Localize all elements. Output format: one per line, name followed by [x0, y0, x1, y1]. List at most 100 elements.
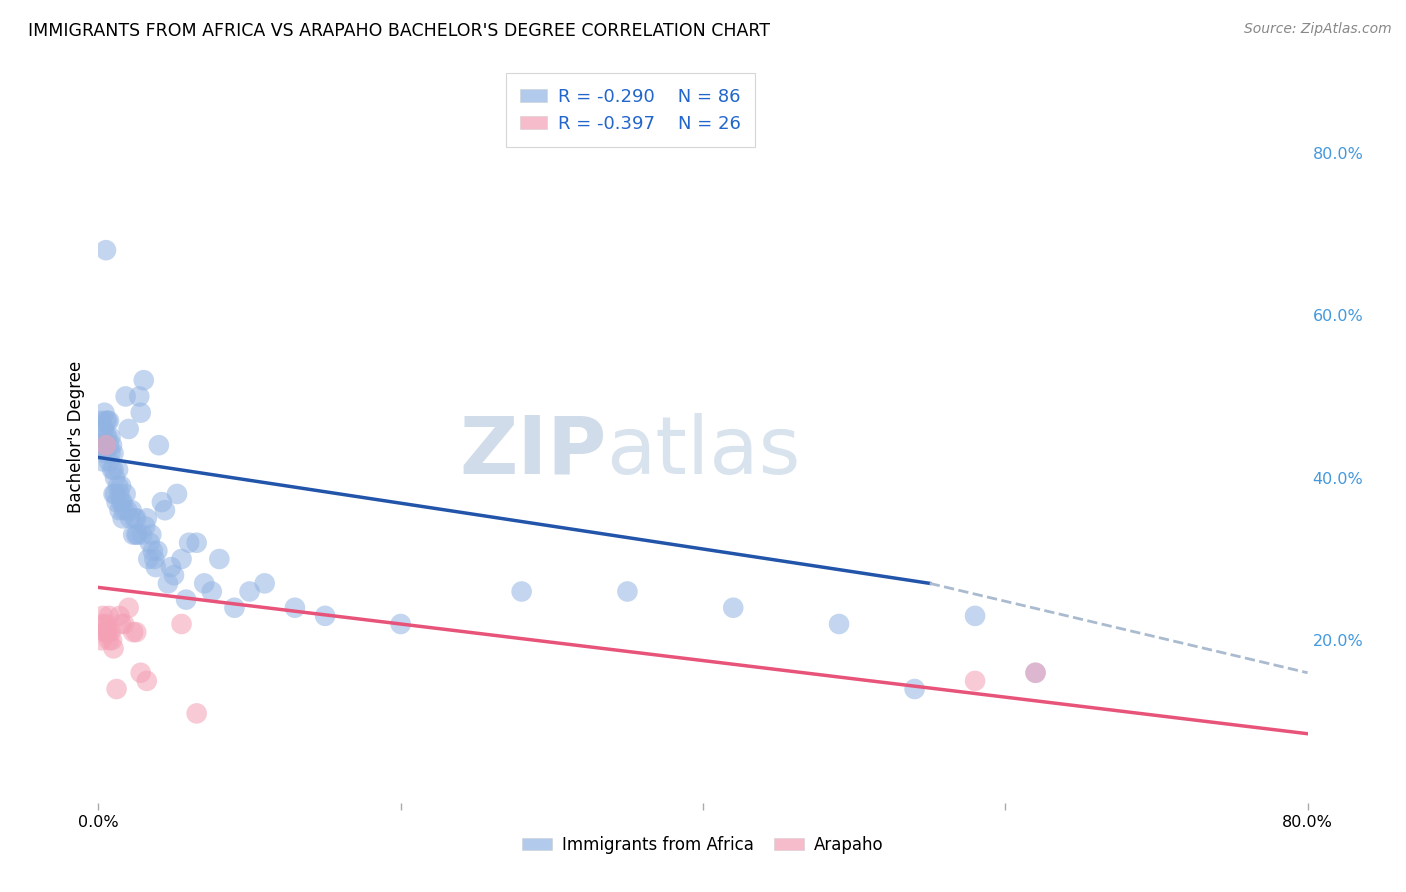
- Text: ZIP: ZIP: [458, 413, 606, 491]
- Point: [163, 568, 186, 582]
- Text: Source: ZipAtlas.com: Source: ZipAtlas.com: [1244, 22, 1392, 37]
- Point: [127, 527, 149, 541]
- Point: [90, 414, 112, 428]
- Point: [904, 681, 927, 696]
- Point: [965, 608, 987, 623]
- Point: [118, 600, 141, 615]
- Point: [94, 625, 117, 640]
- Point: [115, 503, 138, 517]
- Point: [96, 625, 118, 640]
- Point: [131, 527, 153, 541]
- Point: [101, 633, 124, 648]
- Point: [153, 503, 176, 517]
- Point: [828, 617, 851, 632]
- Point: [124, 511, 146, 525]
- Point: [134, 519, 156, 533]
- Legend: Immigrants from Africa, Arapaho: Immigrants from Africa, Arapaho: [516, 829, 890, 860]
- Point: [723, 600, 745, 615]
- Point: [93, 438, 115, 452]
- Point: [146, 544, 169, 558]
- Point: [129, 665, 152, 680]
- Point: [100, 446, 122, 460]
- Point: [193, 576, 215, 591]
- Point: [114, 389, 136, 403]
- Point: [208, 552, 231, 566]
- Point: [93, 422, 115, 436]
- Point: [98, 633, 121, 648]
- Point: [93, 625, 115, 640]
- Point: [111, 495, 134, 509]
- Point: [105, 681, 128, 696]
- Point: [94, 438, 117, 452]
- Point: [112, 617, 135, 632]
- Point: [125, 625, 148, 640]
- Text: IMMIGRANTS FROM AFRICA VS ARAPAHO BACHELOR'S DEGREE CORRELATION CHART: IMMIGRANTS FROM AFRICA VS ARAPAHO BACHEL…: [28, 22, 770, 40]
- Point: [94, 243, 117, 257]
- Point: [145, 560, 167, 574]
- Point: [148, 438, 170, 452]
- Point: [101, 462, 124, 476]
- Point: [108, 487, 131, 501]
- Point: [114, 487, 136, 501]
- Point: [136, 552, 159, 566]
- Point: [186, 706, 208, 721]
- Point: [143, 552, 166, 566]
- Point: [98, 608, 121, 623]
- Point: [120, 511, 142, 525]
- Point: [314, 608, 336, 623]
- Point: [125, 511, 148, 525]
- Point: [110, 617, 132, 632]
- Point: [128, 389, 150, 403]
- Point: [108, 608, 131, 623]
- Point: [98, 454, 121, 468]
- Point: [122, 527, 145, 541]
- Point: [965, 673, 987, 688]
- Point: [108, 503, 131, 517]
- Point: [90, 438, 112, 452]
- Point: [105, 495, 128, 509]
- Point: [129, 406, 152, 420]
- Point: [94, 446, 117, 460]
- Point: [125, 527, 148, 541]
- Y-axis label: Bachelor's Degree: Bachelor's Degree: [66, 361, 84, 513]
- Point: [284, 600, 307, 615]
- Point: [103, 487, 125, 501]
- Point: [100, 430, 122, 444]
- Point: [110, 479, 132, 493]
- Point: [96, 414, 118, 428]
- Point: [132, 373, 155, 387]
- Point: [112, 503, 135, 517]
- Point: [90, 633, 112, 648]
- Point: [1024, 665, 1046, 680]
- Point: [616, 584, 638, 599]
- Point: [107, 462, 129, 476]
- Point: [239, 584, 262, 599]
- Point: [1024, 665, 1046, 680]
- Point: [139, 535, 162, 549]
- Point: [103, 462, 125, 476]
- Point: [201, 584, 224, 599]
- Point: [142, 544, 165, 558]
- Point: [224, 600, 246, 615]
- Point: [174, 592, 197, 607]
- Point: [103, 446, 125, 460]
- Point: [510, 584, 533, 599]
- Point: [104, 471, 127, 485]
- Point: [170, 552, 193, 566]
- Point: [96, 430, 118, 444]
- Point: [111, 511, 134, 525]
- Point: [118, 422, 141, 436]
- Point: [110, 495, 132, 509]
- Point: [135, 673, 157, 688]
- Point: [389, 617, 412, 632]
- Point: [91, 454, 114, 468]
- Point: [253, 576, 276, 591]
- Point: [103, 641, 125, 656]
- Point: [101, 438, 124, 452]
- Text: atlas: atlas: [606, 413, 800, 491]
- Point: [121, 503, 143, 517]
- Point: [122, 625, 145, 640]
- Point: [150, 495, 173, 509]
- Point: [94, 414, 117, 428]
- Point: [91, 422, 114, 436]
